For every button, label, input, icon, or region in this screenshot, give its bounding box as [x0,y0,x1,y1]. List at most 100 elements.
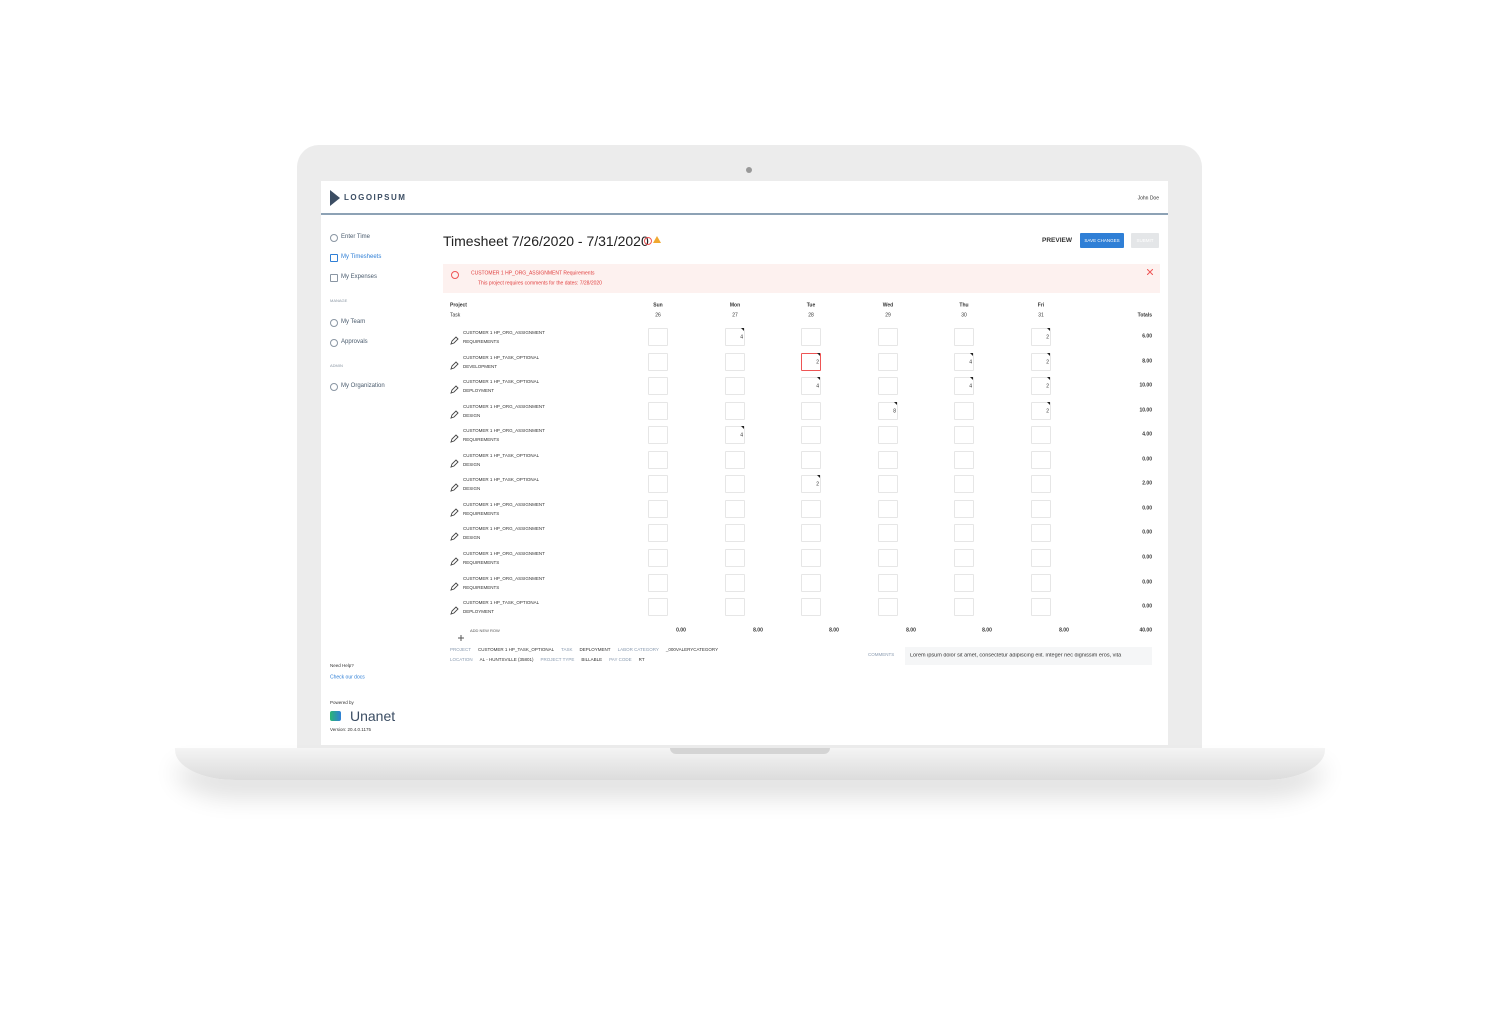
hour-input[interactable] [725,426,745,445]
nav-item[interactable]: My Timesheets [341,254,382,260]
hour-input[interactable] [954,573,974,592]
hour-input[interactable] [725,450,745,469]
edit-icon[interactable] [450,578,459,591]
hour-input[interactable] [878,426,898,445]
hour-input[interactable] [801,598,821,617]
comments-box[interactable] [905,647,1152,665]
submit-button-label[interactable]: SUBMIT [1136,237,1154,243]
hour-input[interactable] [725,499,745,518]
hour-input[interactable] [954,475,974,494]
hour-input[interactable] [954,450,974,469]
hour-input[interactable] [1031,328,1051,346]
hour-input[interactable] [878,475,898,494]
hour-input[interactable] [954,401,974,420]
user-menu[interactable]: John Doe [1137,195,1159,202]
hour-input[interactable] [725,475,745,494]
hour-input[interactable] [878,328,898,346]
hour-input[interactable] [878,450,898,469]
hour-input[interactable] [648,328,668,346]
hour-input[interactable] [648,450,668,469]
hour-input[interactable] [801,377,821,396]
hour-value[interactable]: 2 [816,481,819,488]
hour-input[interactable] [878,548,898,567]
hour-input[interactable] [801,475,821,494]
hour-input[interactable] [878,524,898,543]
hour-value[interactable]: 2 [1046,408,1049,415]
hour-input[interactable] [648,377,668,396]
nav-item[interactable]: Enter Time [341,234,371,240]
hour-input[interactable] [1031,475,1051,494]
hour-input[interactable] [878,352,898,371]
hour-input[interactable] [1031,426,1051,445]
hour-input[interactable] [725,401,745,420]
hour-input[interactable] [801,499,821,518]
hour-input[interactable] [878,573,898,592]
hour-input[interactable] [801,573,821,592]
hour-input[interactable] [1031,598,1051,617]
hour-input[interactable] [954,377,974,396]
hour-input[interactable] [1031,377,1051,396]
hour-input[interactable] [878,499,898,518]
hour-input[interactable] [878,401,898,420]
hour-value[interactable]: 4 [969,359,972,366]
edit-icon[interactable] [450,455,459,468]
edit-icon[interactable] [450,479,459,493]
edit-icon[interactable] [450,602,459,615]
hour-input[interactable] [1031,401,1051,420]
hour-input[interactable] [954,548,974,567]
hour-value[interactable]: 4 [740,334,743,341]
edit-icon[interactable] [450,504,459,517]
hour-input[interactable] [801,426,821,445]
edit-icon[interactable] [450,553,459,566]
hour-input[interactable] [954,352,974,371]
hour-input[interactable] [801,352,821,371]
hour-input[interactable] [648,352,668,371]
save-button-label[interactable]: SAVE CHANGES [1084,237,1120,243]
hour-input[interactable] [648,573,668,592]
hour-input[interactable] [1031,524,1051,543]
hour-input[interactable] [954,426,974,445]
hour-input[interactable] [878,377,898,396]
hour-input[interactable] [1031,450,1051,469]
hour-input[interactable] [801,524,821,543]
hour-input[interactable] [725,352,745,371]
hour-value[interactable]: 2 [816,359,819,366]
nav-item[interactable]: Approvals [341,339,368,345]
hour-input[interactable] [648,401,668,420]
hour-input[interactable] [801,328,821,346]
hour-input[interactable] [801,401,821,420]
help-link[interactable]: Check our docs [330,674,365,681]
hour-value[interactable]: 2 [1046,359,1049,366]
nav-item[interactable]: My Team [341,319,366,325]
hour-input[interactable] [954,328,974,346]
hour-input[interactable] [648,475,668,494]
hour-input[interactable] [1031,352,1051,371]
edit-icon[interactable] [450,406,459,419]
hour-input[interactable] [1031,499,1051,518]
edit-icon[interactable] [450,430,459,443]
hour-input[interactable] [725,598,745,617]
hour-value[interactable]: 4 [816,383,819,390]
hour-input[interactable] [725,524,745,543]
nav-item[interactable]: My Expenses [341,274,378,280]
add-icon[interactable] [458,628,464,641]
hour-input[interactable] [954,598,974,617]
hour-input[interactable] [878,598,898,617]
hour-input[interactable] [725,377,745,396]
hour-input[interactable] [725,573,745,592]
hour-value[interactable]: 2 [1046,383,1049,390]
hour-input[interactable] [648,426,668,445]
hour-input[interactable] [648,598,668,617]
hour-input[interactable] [954,524,974,543]
hour-input[interactable] [725,328,745,346]
hour-value[interactable]: 4 [969,383,972,390]
hour-input[interactable] [954,499,974,518]
nav-item[interactable]: My Organization [341,383,385,389]
hour-input[interactable] [648,499,668,518]
edit-icon[interactable] [450,381,459,394]
alert-close[interactable] [1146,268,1154,276]
preview-button[interactable]: PREVIEW [1042,236,1072,244]
hour-input[interactable] [648,548,668,567]
hour-value[interactable]: 4 [740,432,743,439]
hour-input[interactable] [725,548,745,567]
